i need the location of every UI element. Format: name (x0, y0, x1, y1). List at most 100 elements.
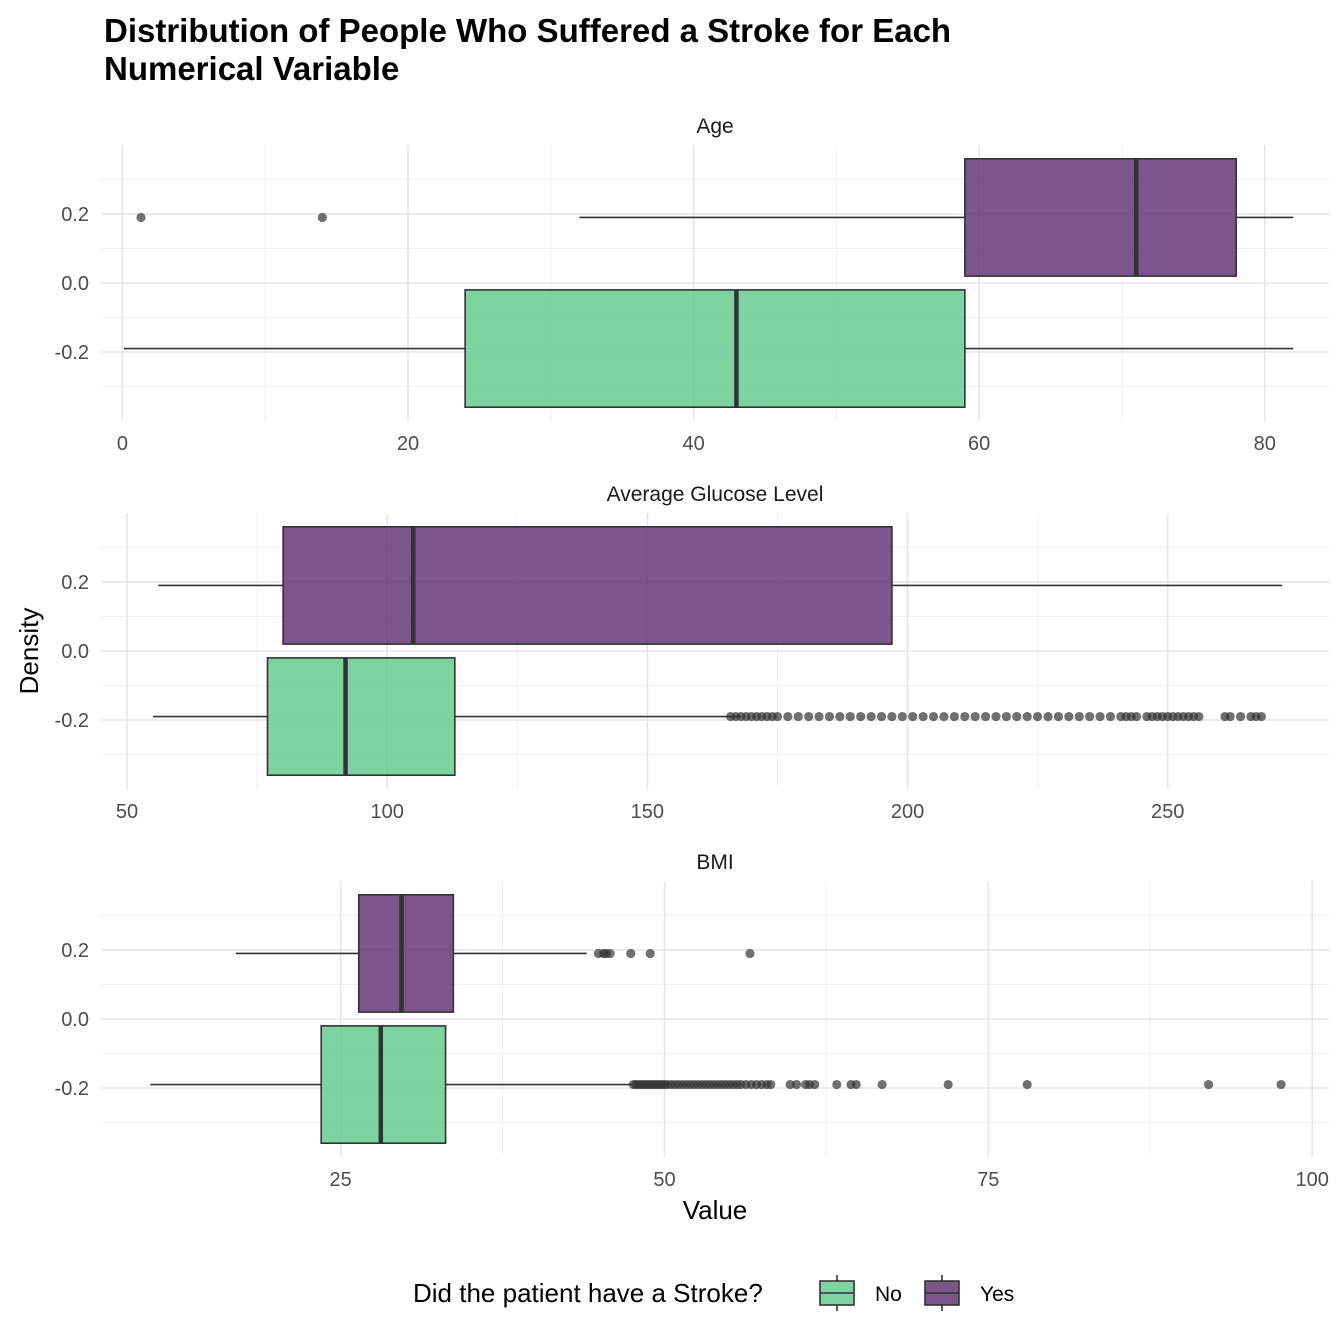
outlier-point (1256, 711, 1266, 722)
box-no (153, 657, 1266, 777)
panel-average-glucose-level: Average Glucose Level 0.2 0.0 -0.2 50 100 150 2… (55, 483, 1329, 823)
outlier-point (1043, 711, 1053, 722)
outlier-point (876, 711, 887, 722)
y-tick-label: 0.2 (61, 940, 89, 962)
box-iqr (464, 289, 966, 408)
x-tick-label: 40 (682, 433, 704, 455)
legend-key-no: No (819, 1275, 902, 1311)
outlier-point (645, 948, 655, 959)
outlier-point (1131, 711, 1142, 722)
x-tick-label: 20 (397, 433, 419, 455)
y-tick-label: -0.2 (55, 342, 89, 364)
x-tick-label: 75 (977, 1169, 999, 1191)
outlier-point (1276, 1079, 1286, 1090)
x-tick-label: 50 (116, 801, 138, 823)
y-tick-label: 0.0 (61, 641, 89, 663)
outlier-point (1001, 711, 1011, 722)
legend-label: No (875, 1283, 902, 1306)
x-tick-label: 250 (1151, 801, 1184, 823)
outlier-point (1225, 711, 1235, 722)
legend: Did the patient have a Stroke? No Yes (413, 1275, 1014, 1311)
box-yes (136, 158, 1294, 277)
outlier-point (1235, 711, 1246, 722)
outlier-point (793, 711, 803, 722)
panel-strip-label: Age (696, 115, 733, 138)
x-tick-label: 60 (968, 433, 990, 455)
x-tick-label: 25 (330, 1169, 352, 1191)
outlier-point (1053, 711, 1064, 722)
outlier-point (785, 1079, 795, 1090)
box-iqr (964, 158, 1237, 277)
outlier-point (845, 711, 855, 722)
legend-key-yes: Yes (924, 1275, 1014, 1311)
box-iqr (357, 893, 455, 1013)
x-tick-label: 0 (117, 433, 128, 455)
outlier-point (887, 711, 897, 722)
legend-title: Did the patient have a Stroke? (413, 1278, 763, 1308)
panel-age: Age 0.2 0.0 -0.2 0 20 40 60 80 (55, 115, 1329, 455)
x-tick-label: 200 (891, 801, 924, 823)
outlier-point (832, 1079, 842, 1090)
outlier-point (856, 711, 866, 722)
outlier-point (980, 711, 991, 722)
x-tick-label: 100 (1295, 1169, 1328, 1191)
outlier-point (605, 948, 615, 959)
box-iqr (320, 1025, 447, 1145)
box-yes (235, 893, 755, 1013)
legend-label: Yes (980, 1283, 1014, 1306)
outlier-point (851, 1079, 861, 1090)
outlier-point (804, 711, 814, 722)
outlier-point (991, 711, 1001, 722)
outlier-point (1085, 711, 1095, 722)
outlier-point (949, 711, 959, 722)
outlier-point (1105, 711, 1116, 722)
y-tick-label: -0.2 (55, 1078, 89, 1100)
outlier-point (766, 1079, 776, 1090)
outlier-point (626, 948, 636, 959)
outlier-point (1074, 711, 1084, 722)
chart-title-line: Numerical Variable (104, 50, 399, 87)
outlier-point (939, 711, 949, 722)
outlier-point (745, 948, 755, 959)
outlier-point (970, 711, 980, 722)
x-tick-label: 50 (653, 1169, 675, 1191)
x-tick-label: 150 (631, 801, 664, 823)
outlier-point (928, 711, 939, 722)
x-tick-label: 100 (370, 801, 403, 823)
outlier-point (792, 1079, 802, 1090)
outlier-point (1095, 711, 1105, 722)
outlier-point (918, 711, 928, 722)
outlier-point (1012, 711, 1022, 722)
y-axis-title: Density (14, 608, 44, 695)
outlier-point (908, 711, 918, 722)
outlier-point (1022, 711, 1032, 722)
box-no (150, 1025, 1286, 1145)
y-tick-label: 0.0 (61, 1009, 89, 1031)
box-yes (158, 525, 1283, 645)
y-tick-label: 0.2 (61, 204, 89, 226)
y-tick-label: 0.0 (61, 273, 89, 295)
y-tick-label: -0.2 (55, 710, 89, 732)
outlier-point (824, 711, 835, 722)
outlier-point (960, 711, 970, 722)
outlier-point (1022, 1079, 1032, 1090)
panel-strip-label: Average Glucose Level (607, 483, 824, 506)
outlier-point (897, 711, 907, 722)
x-axis-title: Value (683, 1195, 748, 1225)
outlier-point (1203, 1079, 1214, 1090)
outlier-point (772, 711, 783, 722)
outlier-point (1033, 711, 1043, 722)
outlier-point (1064, 711, 1074, 722)
outlier-point (943, 1079, 953, 1090)
box-no (123, 289, 1294, 408)
outlier-point (1194, 711, 1204, 722)
outlier-point (877, 1079, 887, 1090)
box-iqr (282, 525, 893, 645)
outlier-point (835, 711, 845, 722)
outlier-point (814, 711, 824, 722)
outlier-point (317, 212, 327, 223)
outlier-point (866, 711, 876, 722)
outlier-point (136, 212, 146, 223)
outlier-point (810, 1079, 820, 1090)
